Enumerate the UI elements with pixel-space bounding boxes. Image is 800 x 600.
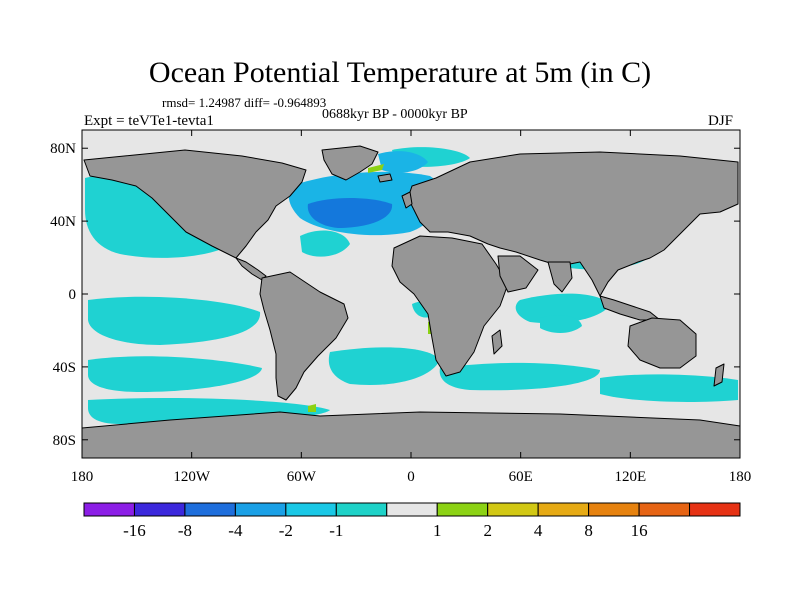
lon-label: 180 — [71, 469, 94, 485]
lon-label: 180 — [729, 469, 752, 485]
colorbar-label: 1 — [433, 521, 442, 540]
period-label: 0688kyr BP - 0000kyr BP — [322, 107, 468, 122]
lat-label: 80S — [53, 433, 76, 449]
colorbar-box — [83, 502, 135, 517]
colorbar-label: 2 — [483, 521, 492, 540]
colorbar-box — [386, 502, 438, 517]
season-label: DJF — [708, 113, 734, 129]
colorbar-box — [537, 502, 590, 517]
lat-label: 0 — [69, 287, 77, 303]
map-frame — [81, 129, 741, 459]
lon-label: 120E — [614, 469, 646, 485]
antarctica — [81, 411, 741, 459]
colorbar-box — [335, 502, 388, 517]
greenland — [321, 145, 379, 181]
colorbar-label: -16 — [123, 521, 146, 540]
colorbar-box — [184, 502, 236, 517]
colorbar-box — [638, 502, 691, 517]
colorbar-box — [689, 502, 741, 517]
lat-label: 40N — [50, 214, 76, 230]
iceland — [377, 173, 393, 183]
colorbar-label: -8 — [178, 521, 192, 540]
map-title: Ocean Potential Temperature at 5m (in C) — [148, 56, 652, 89]
map-panel: 80N 40N 0 40S 80S 180 120W 60W 0 60E 120E 180 — [50, 129, 752, 485]
colorbar-label: -2 — [279, 521, 293, 540]
colorbar-label: 8 — [584, 521, 593, 540]
colorbar-label: 4 — [534, 521, 543, 540]
lon-label: 0 — [407, 469, 415, 485]
australia — [627, 317, 697, 369]
ocean-anomaly-blue — [307, 198, 393, 228]
colorbar-label: 16 — [631, 521, 648, 540]
north-america — [83, 149, 307, 259]
colorbar — [83, 502, 741, 517]
arabia — [497, 255, 539, 293]
colorbar-box — [285, 502, 337, 517]
colorbar-box — [588, 502, 640, 517]
stats-label: rmsd= 1.24987 diff= -0.964893 — [162, 95, 327, 110]
lon-tick-labels: 180 120W 60W 0 60E 120E 180 — [71, 469, 752, 485]
colorbar-box — [234, 502, 287, 517]
lon-label: 120W — [173, 469, 211, 485]
colorbar-label: -1 — [329, 521, 343, 540]
uk — [401, 191, 413, 209]
south-america — [259, 271, 349, 401]
africa — [391, 235, 509, 377]
eurasia — [407, 151, 739, 297]
experiment-label: Expt = teVTe1-tevta1 — [84, 113, 214, 129]
land-masses — [81, 145, 741, 459]
colorbar-box — [487, 502, 539, 517]
india — [547, 261, 573, 293]
lat-tick-labels: 80N 40N 0 40S 80S — [50, 141, 76, 449]
lat-label: 40S — [53, 360, 76, 376]
lon-label: 60E — [509, 469, 533, 485]
lat-label: 80N — [50, 141, 76, 157]
new-zealand — [713, 363, 725, 387]
colorbar-labels: -16 -8 -4 -2 -1 1 2 4 8 16 — [123, 521, 647, 540]
colorbar-box — [436, 502, 489, 517]
colorbar-box — [133, 502, 186, 517]
colorbar-label: -4 — [228, 521, 243, 540]
lon-label: 60W — [287, 469, 317, 485]
madagascar — [491, 329, 503, 355]
